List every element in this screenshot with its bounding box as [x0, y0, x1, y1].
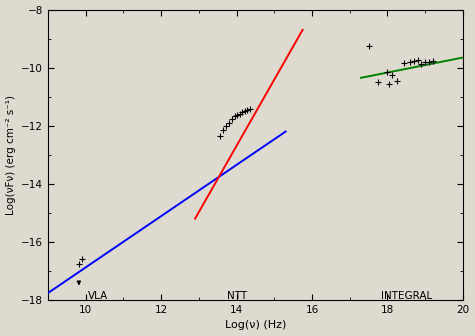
Point [78, 257, 86, 262]
Point [75, 261, 83, 266]
Point [231, 114, 238, 119]
Point [225, 120, 233, 126]
Point [236, 111, 243, 116]
Point [365, 43, 372, 49]
Point [410, 58, 418, 64]
Y-axis label: Log(νFν) (erg cm⁻² s⁻¹): Log(νFν) (erg cm⁻² s⁻¹) [6, 95, 16, 215]
Point [388, 72, 396, 78]
Text: INTEGRAL: INTEGRAL [380, 291, 432, 301]
X-axis label: Log(ν) (Hz): Log(ν) (Hz) [225, 321, 286, 330]
Text: VLA: VLA [87, 291, 108, 301]
Point [384, 69, 391, 75]
Point [393, 78, 401, 83]
Point [386, 81, 393, 86]
Point [425, 59, 433, 65]
Text: NTT: NTT [227, 291, 247, 301]
Point [429, 58, 437, 64]
Point [374, 80, 382, 85]
Point [246, 107, 254, 112]
Point [228, 117, 236, 122]
Point [406, 60, 414, 65]
Point [400, 60, 408, 66]
Point [219, 127, 227, 133]
Point [421, 60, 429, 65]
Point [243, 108, 251, 113]
Point [418, 61, 425, 67]
Point [241, 109, 249, 114]
Point [414, 58, 421, 63]
Point [222, 123, 230, 128]
Point [238, 110, 246, 115]
Point [216, 133, 223, 138]
Point [234, 112, 241, 117]
